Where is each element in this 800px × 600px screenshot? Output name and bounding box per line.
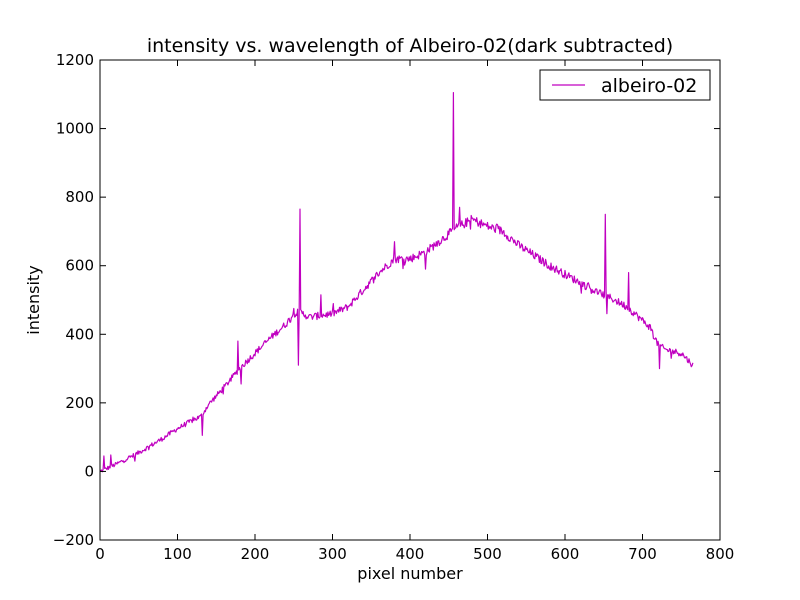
y-axis-label: intensity xyxy=(24,265,43,334)
y-tick-label: −200 xyxy=(53,531,94,549)
x-tick-label: 400 xyxy=(396,545,425,563)
x-tick-label: 300 xyxy=(318,545,347,563)
plot-area xyxy=(99,59,721,541)
y-tick-label: 800 xyxy=(65,188,94,206)
y-axis-ticks: −200 0 200 400 600 800 1000 1200 xyxy=(53,51,720,549)
x-tick-label: 600 xyxy=(551,545,580,563)
y-tick-label: 400 xyxy=(65,325,94,343)
y-tick-label: 200 xyxy=(65,394,94,412)
chart-title: intensity vs. wavelength of Albeiro-02(d… xyxy=(147,35,673,57)
x-tick-label: 100 xyxy=(163,545,192,563)
y-tick-label: 0 xyxy=(84,462,94,480)
y-tick-label: 600 xyxy=(65,257,94,275)
axes-background xyxy=(100,60,720,540)
x-tick-label: 0 xyxy=(95,545,105,563)
y-tick-label: 1000 xyxy=(56,120,94,138)
x-tick-label: 500 xyxy=(473,545,502,563)
x-axis-ticks: 0 100 200 300 400 500 600 700 800 xyxy=(95,60,734,563)
legend: albeiro-02 xyxy=(539,69,711,101)
x-axis-label: pixel number xyxy=(357,564,463,583)
x-tick-label: 800 xyxy=(706,545,735,563)
x-tick-label: 700 xyxy=(628,545,657,563)
legend-label-albeiro-02: albeiro-02 xyxy=(601,75,697,97)
y-tick-label: 1200 xyxy=(56,51,94,69)
x-tick-label: 200 xyxy=(241,545,270,563)
series-line-albeiro-02 xyxy=(100,91,694,473)
